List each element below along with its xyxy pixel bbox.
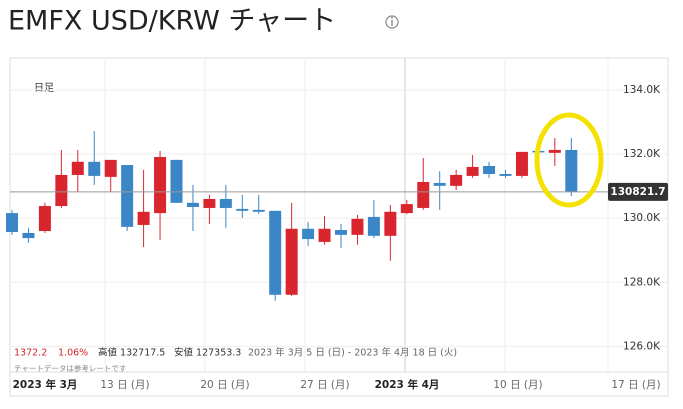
candle-body [548, 149, 561, 153]
y-tick-label: 126.0K [623, 340, 661, 352]
candle-body [285, 228, 298, 295]
period-low: 安値 127353.3 [174, 347, 241, 359]
candle-body [466, 166, 479, 176]
candle-body [400, 204, 413, 214]
info-icon-circle [385, 15, 399, 29]
candle-body [104, 159, 117, 177]
candle-body [154, 157, 167, 214]
candle-body [384, 211, 397, 236]
candle-body [55, 174, 68, 207]
x-tick-label: 10 日 (月) [493, 379, 542, 391]
candle-body [565, 149, 578, 192]
candle-body [367, 216, 380, 236]
candle-body [483, 165, 496, 174]
candle-body [137, 211, 150, 225]
info-icon-dot [391, 16, 393, 19]
candle-body [219, 198, 232, 208]
candle-body [335, 230, 347, 235]
chart-title: EMFX USD/KRW チャート [8, 6, 336, 37]
candle-body [417, 181, 430, 208]
last-price-tag [608, 182, 668, 201]
candle-body [170, 159, 183, 203]
candle-body [318, 228, 331, 242]
info-icon[interactable] [385, 15, 399, 29]
x-tick-label: 13 日 (月) [100, 379, 149, 391]
period-high: 高値 132717.5 [98, 347, 165, 359]
x-tick-label: 2023 年 3月 [13, 378, 78, 391]
date-range: 2023 年 3月 5 日 (日) - 2023 年 4月 18 日 (火) [248, 347, 457, 359]
y-tick-label: 128.0K [623, 276, 661, 288]
candle-body [121, 165, 134, 227]
candle-body [450, 174, 463, 186]
y-tick-label: 134.0K [623, 84, 661, 96]
candle-body [351, 218, 364, 235]
candle-body [88, 161, 101, 176]
candle-body [433, 182, 446, 186]
change-pct: 1.06% [58, 348, 88, 359]
plot-frame [9, 57, 669, 373]
period-label: 日足 [34, 82, 54, 94]
x-tick-label: 2023 年 4月 [375, 378, 440, 391]
candle-body [6, 213, 18, 232]
last-price-label: 130821.7 [610, 186, 665, 198]
y-tick-label: 132.0K [623, 148, 661, 160]
candle-body [38, 206, 51, 232]
candle-body [186, 202, 199, 207]
candle-body [203, 198, 216, 208]
vertical-grid [104, 58, 609, 372]
y-tick-label: 130.0K [623, 212, 661, 224]
candle-body [515, 151, 528, 176]
x-tick-label: 27 日 (月) [300, 379, 349, 391]
candle-body [71, 161, 84, 175]
highlight-circle [534, 112, 604, 208]
candle-body [499, 173, 512, 176]
data-note: チャートデータは参考レートです [14, 363, 126, 373]
x-axis-strip [9, 371, 669, 397]
candle-body [22, 232, 35, 239]
x-tick-label: 20 日 (月) [200, 379, 249, 391]
candle-body [252, 209, 265, 212]
candle-body [236, 208, 249, 211]
x-tick-label: 17 日 (月) [611, 379, 660, 391]
candle-body [269, 210, 282, 295]
change: 1372.2 [14, 348, 47, 359]
candle-body [302, 228, 315, 240]
